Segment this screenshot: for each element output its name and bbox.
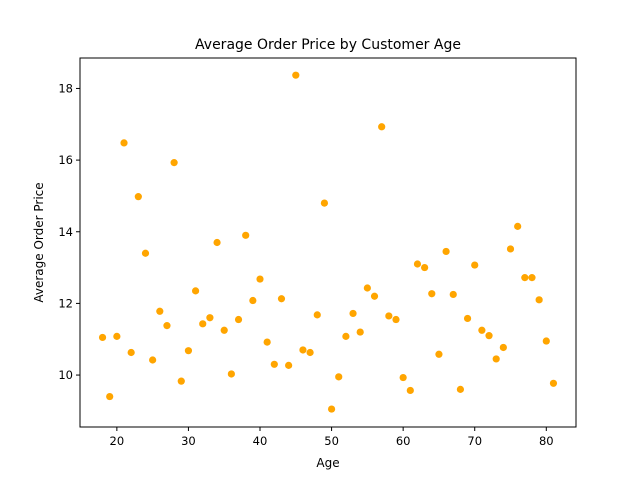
x-tick-label: 60: [396, 434, 411, 448]
data-point: [363, 284, 371, 292]
data-point: [535, 296, 543, 304]
data-point: [456, 385, 465, 393]
data-point: [449, 290, 457, 299]
data-point: [277, 295, 286, 303]
data-points: [98, 71, 558, 413]
y-tick-label: 12: [58, 296, 73, 310]
x-tick-label: 80: [539, 434, 554, 448]
data-point: [256, 275, 264, 283]
x-tick-label: 30: [181, 434, 196, 448]
data-point: [98, 333, 107, 342]
data-point: [542, 337, 550, 345]
data-point: [156, 307, 164, 315]
data-point: [442, 247, 450, 256]
data-point: [313, 311, 321, 319]
data-point: [327, 405, 336, 413]
data-point: [549, 379, 558, 387]
data-point: [227, 370, 235, 378]
data-point: [249, 296, 257, 305]
y-axis-label: Average Order Price: [32, 182, 46, 302]
data-point: [320, 199, 329, 207]
data-point: [478, 326, 486, 334]
data-point: [506, 245, 515, 253]
data-point: [399, 373, 407, 382]
data-point: [120, 139, 128, 147]
data-point: [349, 309, 357, 318]
data-point: [413, 260, 422, 268]
data-point: [406, 386, 414, 395]
x-axis: 20 30 40 50 60 70 80: [110, 427, 554, 448]
data-point: [206, 314, 214, 322]
data-point: [199, 320, 207, 328]
data-point: [163, 322, 171, 330]
data-point: [370, 292, 379, 300]
data-point: [435, 350, 443, 358]
y-tick-label: 14: [58, 225, 73, 239]
x-tick-label: 40: [253, 434, 268, 448]
data-point: [170, 159, 178, 167]
x-tick-label: 70: [467, 434, 482, 448]
plot-frame: [79, 57, 577, 428]
y-tick-label: 18: [58, 81, 73, 95]
data-point: [299, 346, 307, 354]
data-point: [141, 249, 150, 257]
data-point: [213, 238, 221, 247]
data-point: [220, 326, 228, 334]
x-tick-label: 20: [110, 434, 125, 448]
data-point: [471, 261, 479, 269]
data-point: [306, 348, 314, 357]
data-point: [378, 123, 386, 131]
data-point: [528, 274, 536, 282]
data-point: [263, 338, 271, 346]
data-point: [113, 332, 121, 340]
data-point: [242, 231, 250, 239]
data-point: [514, 222, 522, 230]
data-point: [428, 290, 436, 298]
data-point: [177, 377, 185, 385]
data-point: [463, 314, 472, 323]
data-point: [149, 356, 157, 364]
data-point: [392, 315, 400, 324]
data-point: [342, 332, 350, 340]
data-point: [521, 274, 529, 282]
data-point: [127, 348, 135, 357]
data-point: [385, 312, 393, 320]
chart-title: Average Order Price by Customer Age: [195, 37, 461, 53]
data-point: [335, 373, 343, 381]
data-point: [134, 193, 142, 201]
data-point: [184, 347, 193, 355]
data-point: [285, 361, 293, 369]
data-point: [106, 392, 114, 401]
data-point: [356, 328, 364, 336]
y-axis: 10 12 14 16 18: [58, 81, 80, 382]
data-point: [292, 71, 300, 79]
data-point: [499, 343, 507, 352]
data-point: [421, 263, 429, 272]
y-tick-label: 10: [58, 368, 73, 382]
x-tick-label: 50: [324, 434, 339, 448]
y-tick-label: 16: [58, 153, 73, 167]
data-point: [191, 287, 200, 295]
x-axis-label: Age: [316, 456, 339, 470]
data-point: [270, 360, 278, 368]
data-point: [234, 315, 243, 324]
data-point: [492, 355, 500, 363]
data-point: [485, 332, 493, 340]
